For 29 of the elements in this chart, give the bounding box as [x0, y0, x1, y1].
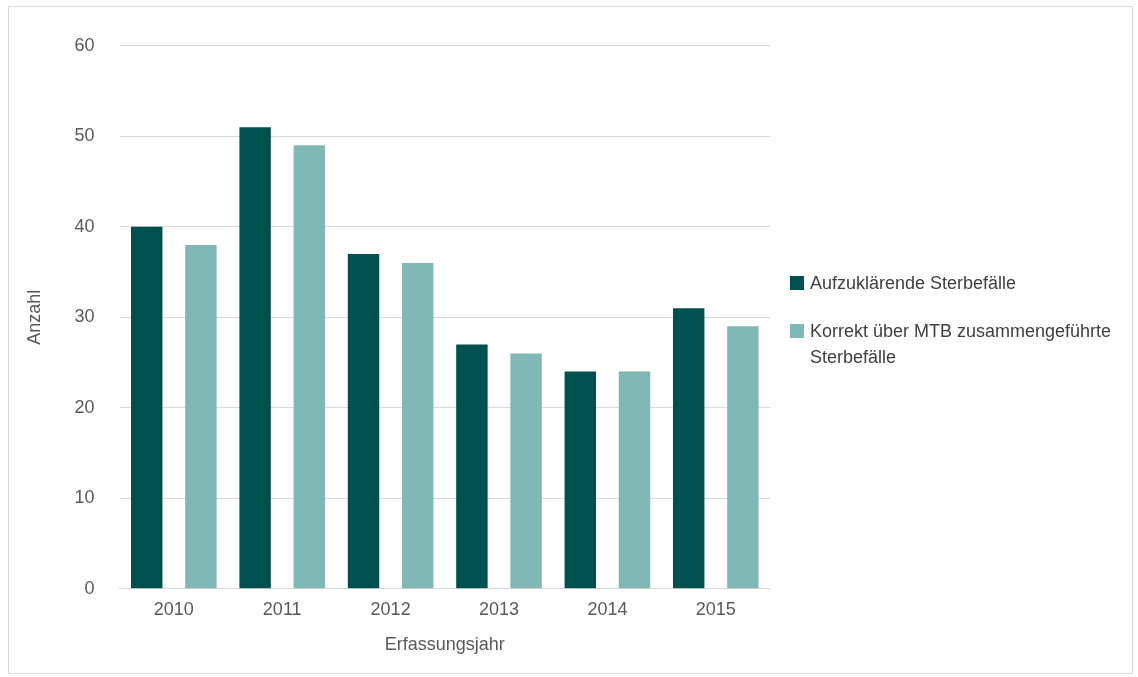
y-tick-label: 50 — [74, 125, 95, 146]
y-tick-label: 20 — [74, 396, 95, 417]
x-tick-label: 2010 — [153, 598, 194, 619]
y-axis-title: Anzahl — [23, 289, 44, 345]
bar — [293, 145, 326, 589]
x-tick-label: 2011 — [262, 598, 302, 619]
y-tick-label: 30 — [74, 306, 95, 327]
bar — [618, 371, 651, 589]
x-tick-label: 2012 — [370, 598, 411, 619]
bar — [131, 226, 163, 589]
bar — [672, 308, 705, 589]
y-tick-label: 0 — [84, 577, 95, 598]
x-tick-label: 2013 — [478, 598, 520, 619]
x-axis-title: Erfassungsjahr — [384, 634, 505, 655]
y-tick-label: 60 — [74, 34, 95, 55]
bar — [185, 244, 217, 589]
bar — [456, 344, 488, 589]
legend-label: Aufzuklärende Sterbefälle — [810, 272, 1017, 295]
bar — [401, 263, 434, 589]
legend-label: Korrekt über MTB zusammengeführte Sterbefälle — [810, 320, 1113, 369]
x-tick-label: 2014 — [587, 598, 628, 619]
bar — [347, 253, 380, 589]
x-tick-label: 2015 — [695, 598, 736, 619]
y-tick-label: 40 — [74, 215, 95, 236]
bar — [510, 353, 542, 589]
y-tick-label: 10 — [74, 487, 95, 508]
bar — [564, 371, 597, 589]
bar — [239, 127, 271, 589]
bar — [727, 326, 759, 589]
